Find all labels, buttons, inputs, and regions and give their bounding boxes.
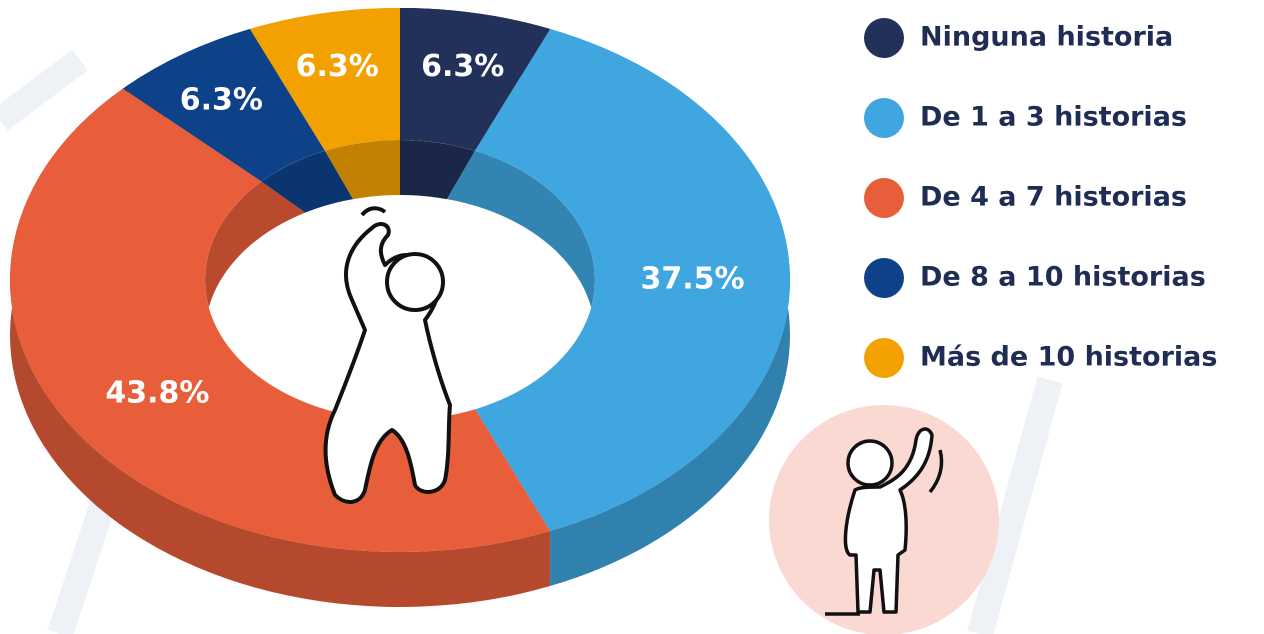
- legend-label: De 4 a 7 historias: [920, 182, 1187, 213]
- figure-dancing: [323, 206, 452, 504]
- value-label: 43.8%: [105, 375, 209, 410]
- legend-label: De 1 a 3 historias: [920, 102, 1187, 133]
- legend-label: De 8 a 10 historias: [920, 262, 1206, 293]
- value-label: 6.3%: [296, 49, 379, 84]
- slice: [122, 28, 325, 182]
- value-label: 6.3%: [180, 82, 263, 117]
- slice: [249, 8, 400, 151]
- legend-marker: [864, 338, 904, 378]
- legend-marker: [864, 98, 904, 138]
- slice: [475, 28, 790, 532]
- legend-marker: [864, 18, 904, 58]
- figure-waving: [825, 427, 944, 616]
- legend-marker: [864, 258, 904, 298]
- legend: Ninguna historia De 1 a 3 historias De 4 a…: [864, 18, 1217, 378]
- legend-marker: [864, 178, 904, 218]
- legend-label: Más de 10 historias: [920, 342, 1217, 373]
- value-label: 6.3%: [421, 49, 504, 84]
- legend-label: Ninguna historia: [920, 22, 1173, 53]
- slice-side: [10, 88, 551, 607]
- value-label: 37.5%: [640, 262, 744, 297]
- slice: [400, 8, 551, 151]
